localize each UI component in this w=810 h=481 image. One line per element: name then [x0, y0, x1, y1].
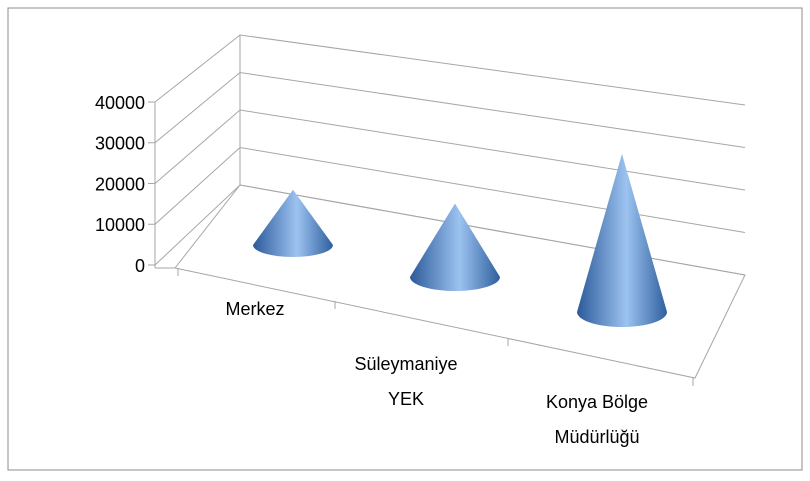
grid-line	[154, 34, 746, 106]
x-tick-label: Konya Bölge Müdürlüğü	[545, 392, 649, 447]
chart-border	[7, 7, 803, 471]
y-tick-label: 30000	[95, 134, 145, 154]
grid-line	[154, 146, 746, 233]
cone	[410, 203, 500, 291]
x-tick-label: Süleymaniye YEK	[354, 354, 458, 409]
cone	[577, 153, 667, 327]
y-tick-label: 10000	[95, 215, 145, 235]
grid-line	[154, 184, 746, 276]
y-tick-label: 20000	[95, 174, 145, 194]
grid-line	[154, 71, 746, 148]
y-tick-label: 40000	[95, 93, 145, 113]
y-tick-label: 0	[135, 256, 145, 276]
x-tick-label: Merkez	[225, 299, 285, 319]
grid-line	[154, 109, 746, 191]
cone	[253, 189, 333, 257]
